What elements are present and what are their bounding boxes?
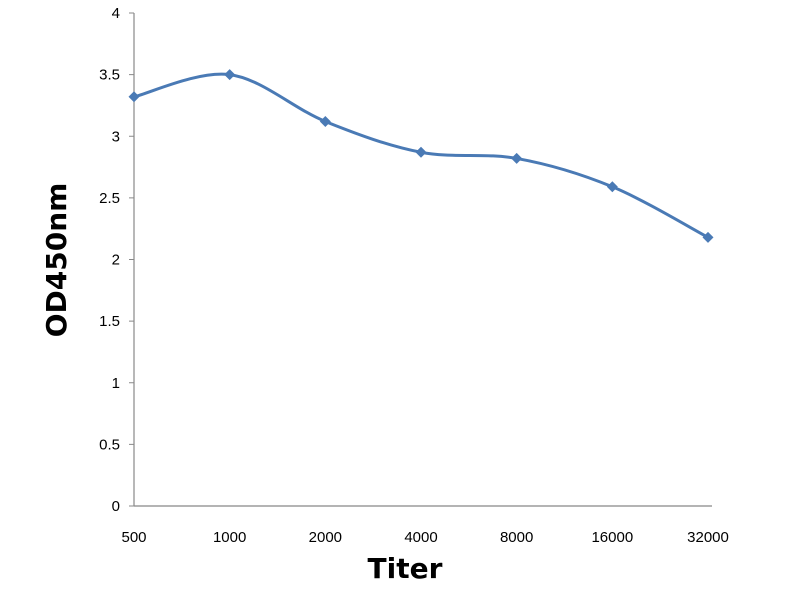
x-tick-label: 4000 bbox=[404, 529, 437, 546]
y-tick-label: 0.5 bbox=[99, 436, 120, 453]
y-axis-title: OD450nm bbox=[40, 183, 73, 338]
data-point-marker bbox=[128, 91, 140, 103]
data-point-marker bbox=[224, 69, 236, 81]
x-axis: 500 1000 2000 4000 8000 16000 32000 bbox=[121, 505, 729, 546]
x-tick-label: 2000 bbox=[309, 529, 342, 546]
x-tick-label: 16000 bbox=[591, 529, 633, 546]
y-tick-label: 3 bbox=[112, 128, 120, 145]
y-tick-label: 4 bbox=[112, 5, 120, 22]
series-layer bbox=[128, 69, 714, 243]
data-point-marker bbox=[319, 115, 331, 127]
x-tick-label: 8000 bbox=[500, 529, 533, 546]
x-tick-label: 500 bbox=[121, 529, 146, 546]
y-axis: 0 0.5 1 1.5 2 2.5 3 3.5 4 bbox=[99, 5, 135, 515]
y-tick-label: 3.5 bbox=[99, 67, 120, 84]
y-tick-label: 2.5 bbox=[99, 190, 120, 207]
x-tick-label: 1000 bbox=[213, 529, 246, 546]
y-tick-label: 1 bbox=[112, 375, 120, 392]
x-tick-label: 32000 bbox=[687, 529, 729, 546]
y-tick-label: 2 bbox=[112, 252, 120, 269]
data-point-marker bbox=[702, 231, 714, 243]
data-point-marker bbox=[606, 181, 618, 193]
data-point-marker bbox=[511, 152, 523, 164]
y-tick-label: 0 bbox=[112, 498, 120, 515]
y-tick-label: 1.5 bbox=[99, 313, 120, 330]
data-point-marker bbox=[415, 146, 427, 158]
x-axis-title: Titer bbox=[368, 552, 443, 585]
